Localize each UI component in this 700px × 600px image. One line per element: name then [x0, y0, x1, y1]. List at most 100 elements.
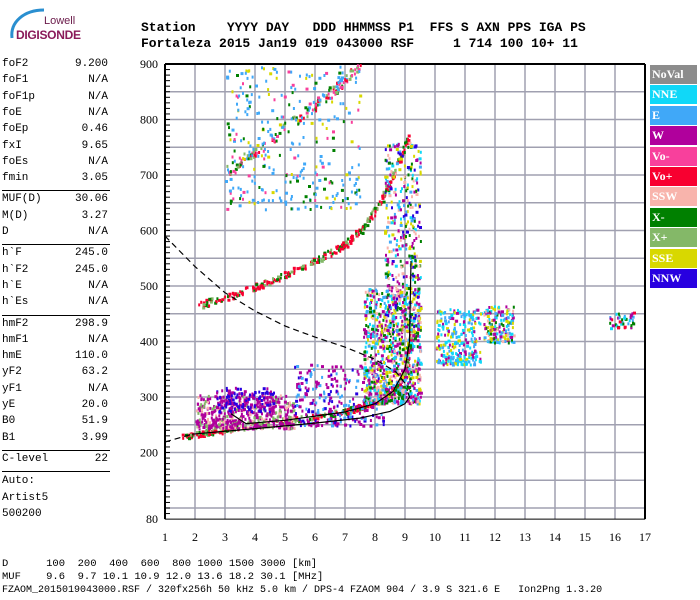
- echo-point: [365, 402, 368, 405]
- echo-point: [397, 370, 400, 374]
- echo-point: [418, 373, 421, 377]
- echo-point: [410, 256, 413, 260]
- echo-point: [393, 308, 396, 312]
- echo-point: [394, 376, 397, 380]
- echo-point: [305, 111, 309, 115]
- param-name: hmF2: [2, 317, 29, 330]
- echo-point: [349, 240, 351, 243]
- echo-point: [449, 357, 453, 361]
- echo-point: [507, 332, 510, 336]
- echo-point: [231, 391, 235, 395]
- param-row: B1 3.99: [2, 432, 108, 448]
- echo-point: [353, 72, 356, 76]
- echo-point: [251, 151, 254, 155]
- echo-point: [383, 394, 386, 398]
- echo-point: [227, 391, 231, 395]
- echo-point: [224, 295, 227, 299]
- echo-point: [257, 201, 260, 204]
- echo-point: [233, 401, 236, 405]
- echo-point: [473, 345, 476, 349]
- echo-point: [263, 405, 266, 409]
- echo-point: [382, 400, 385, 404]
- echo-point: [369, 310, 372, 314]
- echo-point: [509, 312, 512, 316]
- echo-point: [375, 423, 379, 427]
- param-name: B1: [2, 431, 16, 444]
- echo-point: [397, 292, 400, 296]
- echo-point: [356, 66, 360, 70]
- echo-point: [415, 189, 418, 193]
- echo-point: [305, 87, 309, 91]
- echo-point: [382, 318, 385, 322]
- echo-point: [459, 352, 462, 355]
- echo-point: [450, 361, 453, 365]
- echo-point: [389, 180, 393, 184]
- echo-point: [337, 392, 340, 396]
- echo-point: [460, 332, 463, 336]
- param-name: fxI: [2, 139, 22, 152]
- echo-point: [307, 387, 310, 391]
- echo-point: [438, 329, 441, 332]
- echo-point: [373, 292, 377, 296]
- echo-point: [259, 402, 262, 406]
- echo-point: [298, 119, 302, 123]
- echo-point: [228, 126, 230, 130]
- echo-point: [272, 277, 274, 281]
- echo-point: [394, 400, 397, 404]
- echo-point: [235, 94, 238, 98]
- echo-point: [363, 419, 367, 423]
- echo-point: [401, 400, 404, 404]
- echo-point: [415, 397, 418, 401]
- echo-point: [392, 343, 395, 347]
- echo-point: [399, 377, 402, 381]
- echo-point: [398, 372, 402, 376]
- echo-point: [231, 128, 235, 132]
- echo-point: [414, 275, 418, 279]
- echo-point: [197, 435, 200, 439]
- echo-point: [411, 205, 414, 209]
- echo-point: [371, 294, 374, 298]
- echo-point: [393, 237, 396, 241]
- echo-point: [304, 378, 308, 382]
- echo-point: [410, 323, 414, 327]
- echo-point: [237, 419, 240, 423]
- echo-point: [382, 388, 385, 392]
- echo-point: [391, 171, 394, 175]
- param-name: fmin: [2, 172, 29, 185]
- echo-point: [339, 81, 342, 85]
- echo-point: [444, 316, 447, 320]
- echo-point: [389, 375, 393, 379]
- echo-point: [397, 151, 400, 155]
- echo-point: [504, 331, 507, 335]
- echo-point: [439, 310, 442, 314]
- echo-point: [307, 410, 311, 414]
- echo-point: [288, 272, 291, 276]
- echo-point: [609, 317, 612, 321]
- echo-point: [512, 340, 516, 344]
- echo-point: [330, 377, 334, 381]
- echo-point: [215, 416, 218, 420]
- param-value: 3.27: [81, 209, 108, 222]
- echo-point: [292, 409, 296, 413]
- param-row: C-level 22: [2, 453, 108, 469]
- echo-point: [404, 224, 407, 228]
- echo-point: [390, 359, 393, 363]
- echo-point: [264, 391, 267, 395]
- echo-point: [381, 399, 384, 403]
- echo-point: [483, 323, 486, 326]
- echo-point: [234, 167, 238, 171]
- auto-scaling-line: Auto:: [2, 475, 36, 488]
- echo-point: [321, 414, 324, 418]
- echo-point: [475, 339, 478, 343]
- echo-point: [266, 403, 270, 407]
- echo-point: [410, 287, 413, 291]
- echo-point: [490, 323, 493, 327]
- echo-point: [385, 396, 388, 400]
- echo-point: [304, 106, 308, 110]
- echo-point: [233, 138, 236, 141]
- echo-point: [385, 259, 388, 263]
- echo-point: [377, 365, 380, 369]
- echo-point: [405, 275, 408, 279]
- echo-point: [338, 400, 341, 404]
- echo-point: [325, 196, 329, 200]
